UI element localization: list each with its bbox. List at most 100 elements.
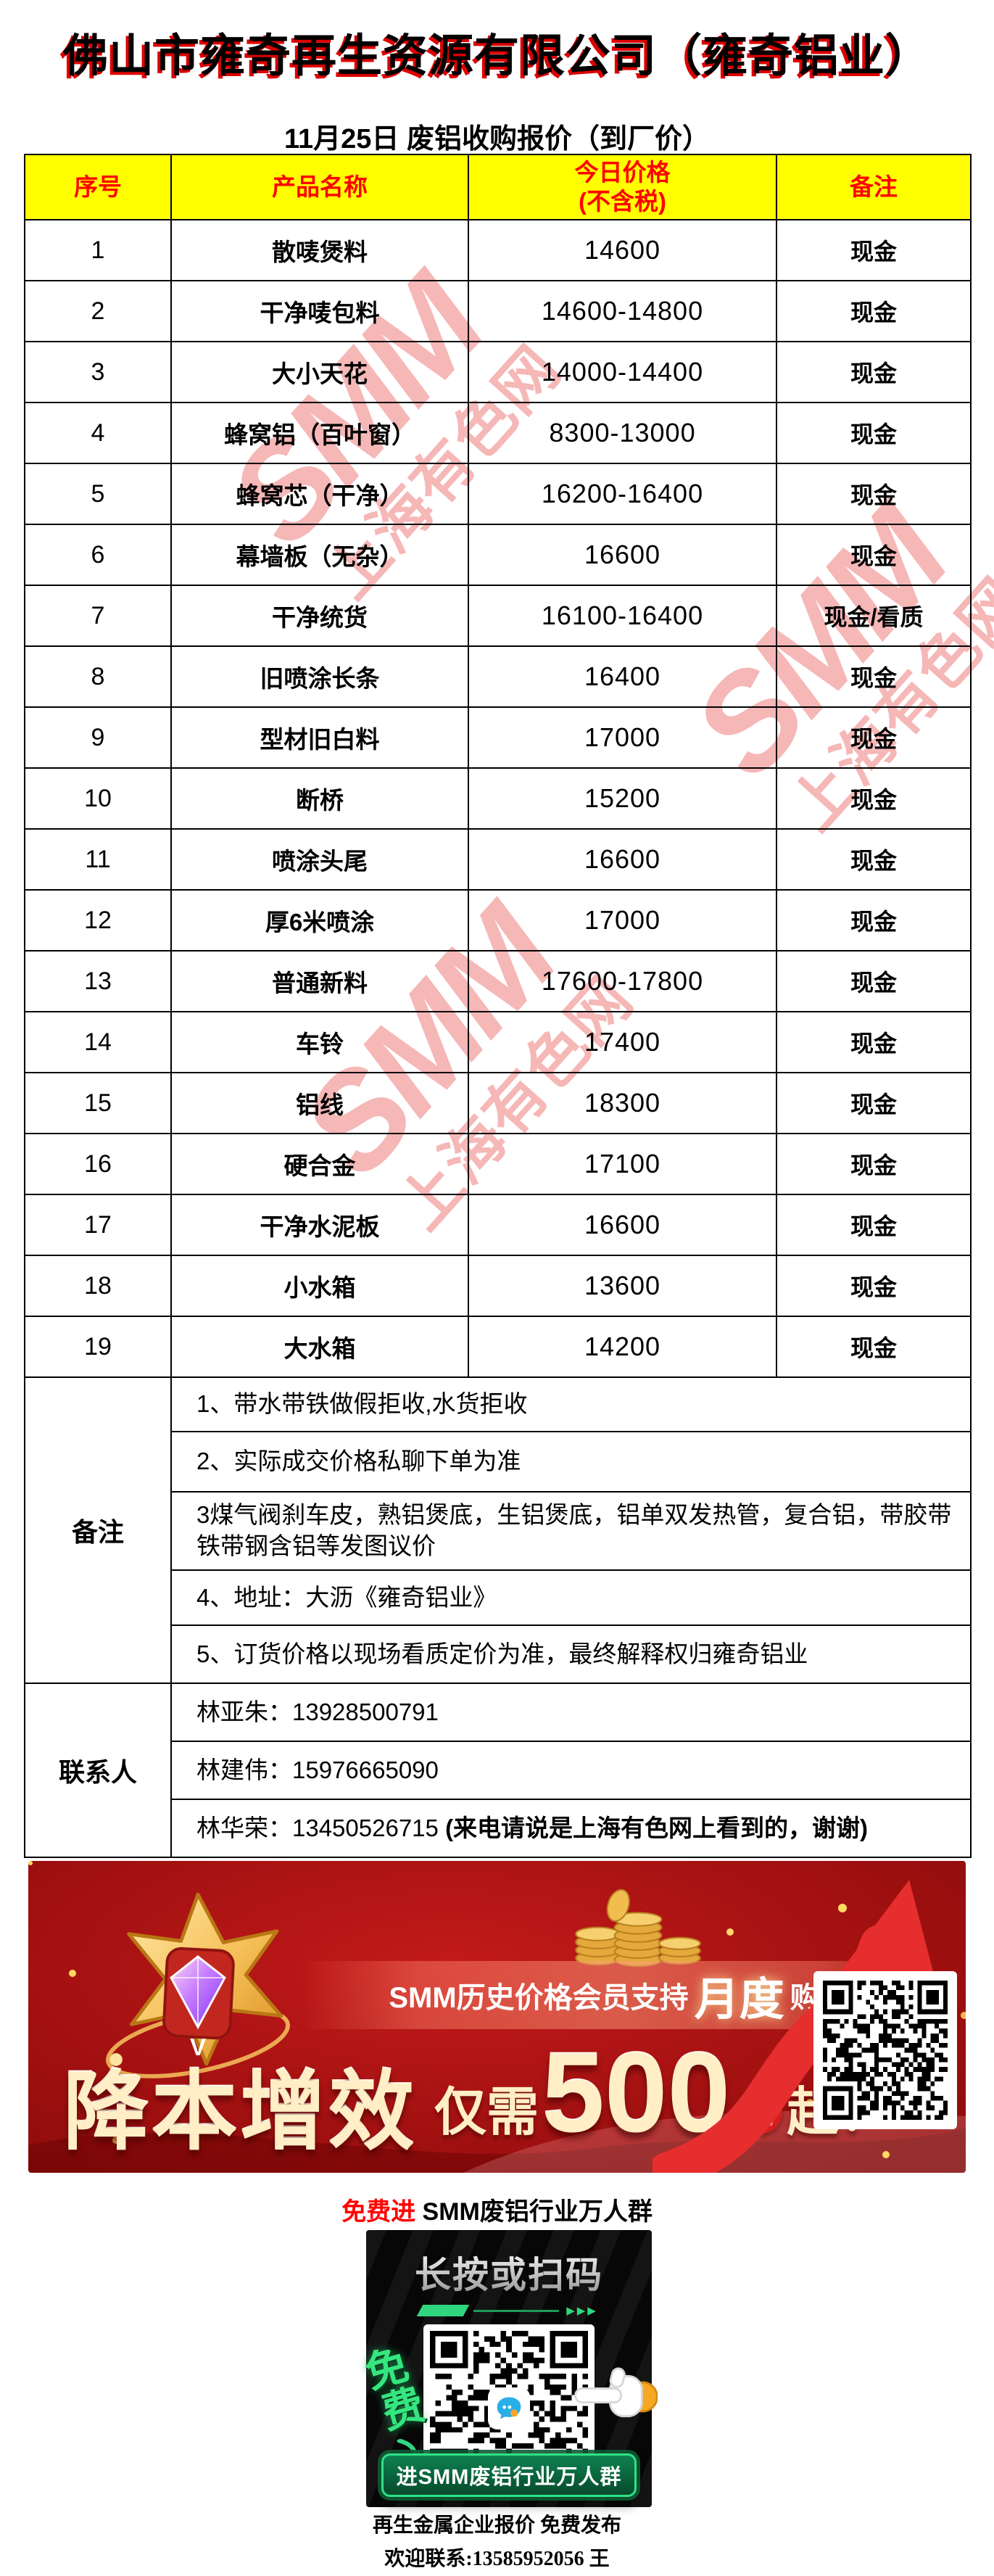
row-price: 14200	[468, 1316, 777, 1378]
free-highlight: 免费进	[341, 2198, 416, 2226]
row-remark: 现金	[776, 463, 972, 525]
row-no: 6	[24, 524, 172, 586]
row-product: 普通新料	[170, 950, 469, 1012]
company-title: 佛山市雍奇再生资源有限公司（雍奇铝业）	[62, 31, 931, 81]
table-header-row: 序号 产品名称 今日价格 (不含税) 备注	[24, 154, 972, 220]
row-price: 16600	[468, 1194, 777, 1256]
col-header-remark: 备注	[776, 154, 972, 220]
row-product: 喷涂头尾	[170, 828, 469, 891]
contact-item: 林亚朱：13928500791	[170, 1683, 972, 1742]
note-item: 2、实际成交价格私聊下单为准	[170, 1431, 972, 1493]
contact-row: 林华荣：13450526715 (来电请说是上海有色网上看到的，谢谢)	[25, 1799, 972, 1858]
row-no: 7	[24, 585, 172, 647]
table-row: 1 散唛煲料 14600 现金	[24, 219, 972, 281]
row-remark: 现金	[776, 1011, 972, 1073]
banner-qr-code	[813, 1971, 957, 2129]
join-group-button: 进SMM废铝行业万人群	[381, 2453, 637, 2497]
table-row: 14 车铃 17400 现金	[24, 1011, 972, 1073]
notes-label: 备注	[24, 1376, 172, 1684]
table-row: 15 铝线 18300 现金	[24, 1072, 972, 1134]
col-header-product: 产品名称	[170, 154, 469, 220]
row-remark: 现金	[776, 1194, 972, 1256]
smm-promo-banner: V SMM历史价格会员支持月度购买 降本增效 仅需 500 元 起！	[28, 1861, 966, 2173]
footer-line1: 再生金属企业报价 免费发布	[372, 2514, 621, 2537]
row-price: 17000	[468, 889, 777, 951]
green-flag-icon	[416, 2305, 470, 2316]
row-remark: 现金	[776, 341, 972, 403]
row-remark: 现金	[776, 524, 972, 586]
note-item: 4、地址：大沥《雍奇铝业》	[170, 1569, 972, 1626]
table-row: 7 干净统货 16100-16400 现金/看质	[24, 585, 972, 647]
free-group-line: 免费进 SMM废铝行业万人群	[341, 2198, 653, 2226]
row-price: 18300	[468, 1072, 777, 1134]
footer-text: 再生金属企业报价 免费发布 欢迎联系:13585952056 王	[0, 2509, 994, 2576]
row-no: 10	[24, 767, 172, 830]
note-item: 1、带水带铁做假拒收,水货拒收	[170, 1376, 972, 1432]
row-remark: 现金	[776, 706, 972, 769]
row-no: 17	[24, 1194, 172, 1256]
row-no: 8	[24, 645, 172, 708]
row-no: 14	[24, 1011, 172, 1073]
qr-code	[823, 1981, 948, 2120]
row-no: 13	[24, 950, 172, 1012]
row-no: 16	[24, 1133, 172, 1195]
price-number: 500	[542, 2030, 731, 2156]
star-badge-icon: V	[106, 1892, 290, 2078]
row-price: 15200	[468, 767, 777, 830]
notes-row: 3煤气阀刹车皮，熟铝煲底，生铝煲底，铝单双发热管，复合铝，带胶带铁带钢含铝等发图…	[25, 1491, 972, 1571]
table-row: 16 硬合金 17100 现金	[24, 1133, 972, 1195]
row-product: 大水箱	[170, 1316, 469, 1378]
row-no: 12	[24, 889, 172, 951]
row-no: 2	[24, 280, 172, 342]
row-no: 9	[24, 706, 172, 769]
panel-title: 长按或扫码	[366, 2230, 652, 2298]
notes-row: 2、实际成交价格私聊下单为准	[25, 1431, 972, 1493]
row-product: 铝线	[170, 1072, 469, 1134]
table-row: 12 厚6米喷涂 17000 现金	[24, 889, 972, 951]
contact-row: 联系人 林亚朱：13928500791	[24, 1683, 972, 1858]
col-header-price: 今日价格 (不含税)	[468, 154, 777, 220]
row-product: 大小天花	[170, 341, 469, 403]
row-remark: 现金	[776, 280, 972, 342]
price-table: 序号 产品名称 今日价格 (不含税) 备注 1 散唛煲料 14600 现金 2 干净唛包…	[24, 154, 972, 1858]
row-no: 11	[24, 828, 172, 891]
row-product: 散唛煲料	[170, 219, 469, 281]
row-product: 蜂窝芯（干净）	[170, 463, 469, 525]
contact-item: 林华荣：13450526715 (来电请说是上海有色网上看到的，谢谢)	[170, 1799, 972, 1858]
banner-headline: 降本增效	[63, 2065, 418, 2160]
row-product: 干净唛包料	[170, 280, 469, 342]
row-price: 17600-17800	[468, 950, 777, 1012]
table-row: 11 喷涂头尾 16600 现金	[24, 828, 972, 891]
flag-line-decoration: ▶▶▶	[366, 2304, 652, 2317]
row-price: 16100-16400	[468, 585, 777, 647]
row-price: 17400	[468, 1011, 777, 1073]
col-header-no: 序号	[24, 154, 172, 220]
row-price: 16600	[468, 828, 777, 891]
row-remark: 现金	[776, 219, 972, 281]
table-row: 9 型材旧白料 17000 现金	[24, 706, 972, 769]
contact-item: 林建伟：15976665090	[170, 1741, 972, 1800]
table-row: 5 蜂窝芯（干净） 16200-16400 现金	[24, 463, 972, 525]
row-remark: 现金	[776, 1133, 972, 1195]
row-product: 型材旧白料	[170, 706, 469, 769]
scan-code-panel: 长按或扫码 ▶▶▶ 免 费 进SMM废铝行业万人群	[360, 2230, 658, 2507]
row-product: 幕墙板（无杂）	[170, 524, 469, 586]
row-price: 14600	[468, 219, 777, 281]
row-product: 干净水泥板	[170, 1194, 469, 1256]
table-row: 19 大水箱 14200 现金	[24, 1316, 972, 1378]
svg-text:V: V	[190, 2034, 206, 2061]
table-row: 4 蜂窝铝（百叶窗） 8300-13000 现金	[24, 402, 972, 464]
table-row: 17 干净水泥板 16600 现金	[24, 1194, 972, 1256]
row-price: 16400	[468, 645, 777, 708]
row-remark: 现金	[776, 1072, 972, 1134]
row-remark: 现金	[776, 767, 972, 830]
ribbon-highlight: 月度	[694, 1975, 784, 2025]
row-no: 5	[24, 463, 172, 525]
table-row: 18 小水箱 13600 现金	[24, 1255, 972, 1317]
row-price: 16200-16400	[468, 463, 777, 525]
row-remark: 现金/看质	[776, 585, 972, 647]
row-price: 17000	[468, 706, 777, 769]
notes-row: 4、地址：大沥《雍奇铝业》	[25, 1569, 972, 1626]
contacts-label: 联系人	[24, 1683, 172, 1858]
